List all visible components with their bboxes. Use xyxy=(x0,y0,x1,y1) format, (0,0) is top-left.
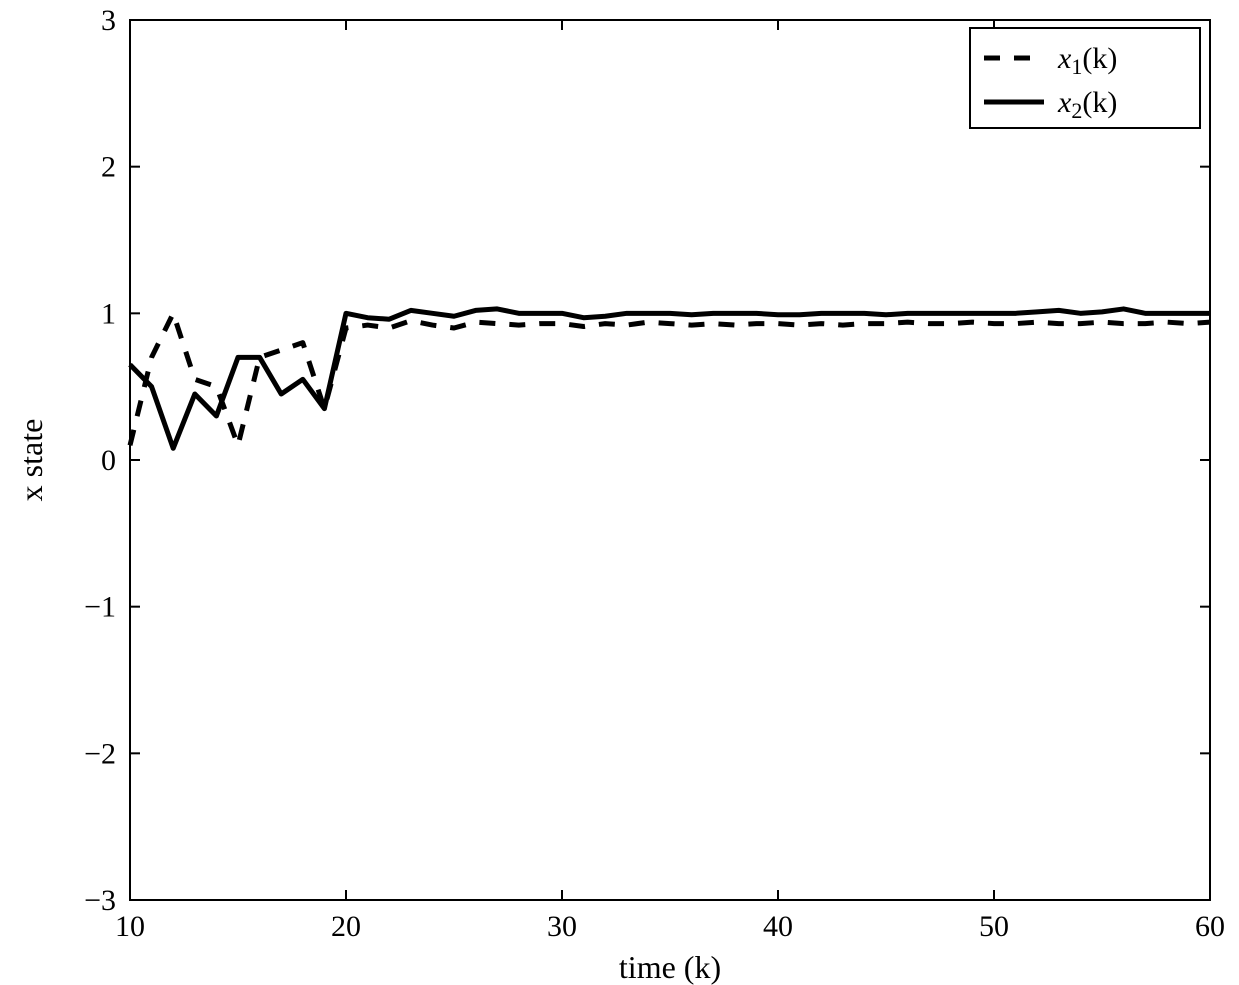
xtick-label: 40 xyxy=(763,910,793,943)
ytick-label: −3 xyxy=(84,884,116,917)
state-line-chart: 10 20 30 40 50 60 −3 −2 −1 0 1 2 3 time (k) x state x1(… xyxy=(0,0,1239,985)
ytick-label: −1 xyxy=(84,591,116,624)
ytick-label: 3 xyxy=(101,4,116,37)
ytick-label: −2 xyxy=(84,737,116,770)
series-x2(k) xyxy=(130,309,1210,448)
xtick-label: 20 xyxy=(331,910,361,943)
series-x1(k) xyxy=(130,313,1210,445)
legend-label-x1(k): x1(k) xyxy=(1057,42,1117,79)
xtick-label: 30 xyxy=(547,910,577,943)
y-axis-label: x state xyxy=(13,419,49,502)
legend-label-x2(k): x2(k) xyxy=(1057,86,1117,123)
ytick-label: 1 xyxy=(101,297,116,330)
chart-container: 10 20 30 40 50 60 −3 −2 −1 0 1 2 3 time (k) x state x1(… xyxy=(0,0,1239,985)
plot-box xyxy=(130,20,1210,900)
ytick-label: 0 xyxy=(101,444,116,477)
xtick-label: 50 xyxy=(979,910,1009,943)
ytick-label: 2 xyxy=(101,151,116,184)
x-axis-label: time (k) xyxy=(619,949,721,985)
xtick-label: 60 xyxy=(1195,910,1225,943)
xtick-label: 10 xyxy=(115,910,145,943)
